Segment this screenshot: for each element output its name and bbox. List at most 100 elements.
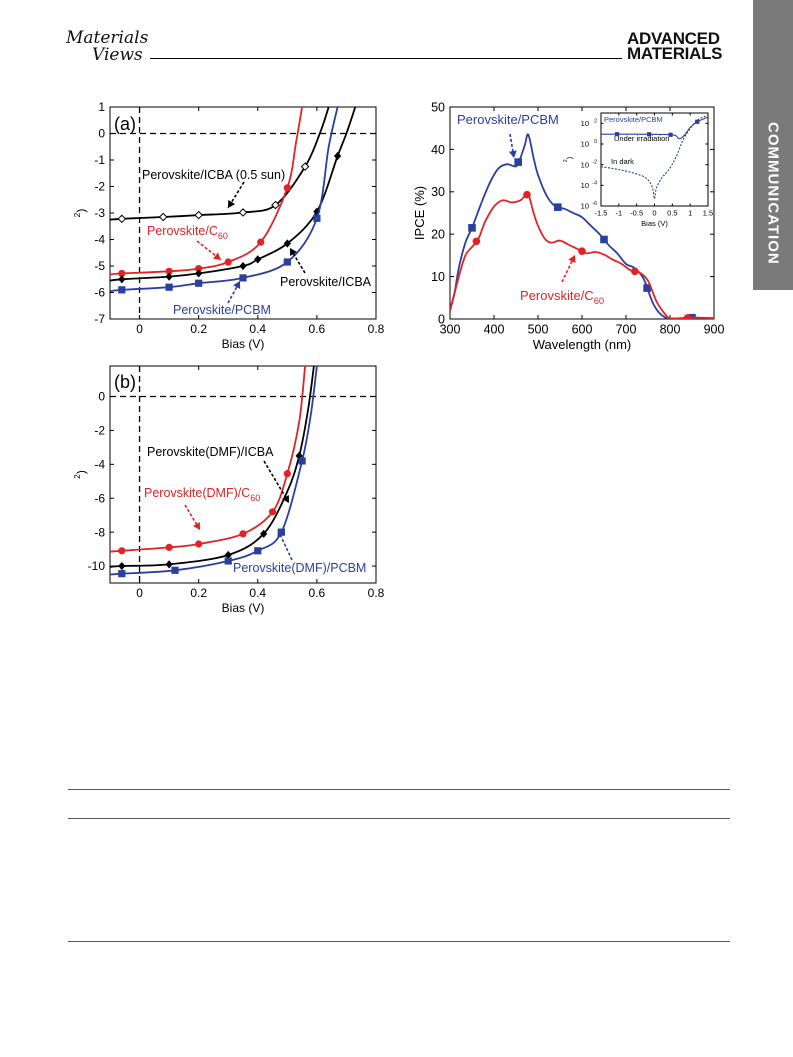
y-axis-label-end: )	[74, 470, 88, 474]
data-point	[171, 566, 179, 574]
x-tick-label: 0.4	[249, 322, 266, 336]
data-point	[195, 265, 203, 273]
data-point	[117, 214, 127, 224]
data-point	[600, 235, 608, 244]
x-tick-label: 500	[528, 323, 549, 337]
arrow-dmf-pcbm-head	[277, 530, 285, 539]
x-tick-label: 0.8	[368, 586, 385, 600]
plot-frame	[109, 365, 377, 584]
header-rule	[150, 58, 622, 59]
series-group	[601, 114, 708, 200]
y-axis-label-sup: 2	[72, 474, 82, 479]
data-point	[283, 258, 291, 266]
y-tick-exponent: 0	[594, 139, 597, 145]
data-point	[158, 212, 168, 222]
y-axis-label: 2)	[72, 470, 88, 479]
label-ipce-c60-subscript: 60	[594, 296, 604, 306]
y-tick-label: 30	[431, 185, 445, 199]
data-point	[195, 540, 203, 548]
data-point	[165, 283, 173, 291]
label-ipce-c60: Perovskite/C60	[520, 288, 604, 306]
logo-right-line-2: MATERIALS	[627, 44, 723, 63]
y-tick-label: -3	[94, 206, 105, 220]
x-tick-label: 700	[616, 323, 637, 337]
arrow-icba-half-sun-head	[228, 199, 236, 208]
data-point	[277, 528, 286, 536]
table-rule-top	[68, 789, 730, 790]
x-axis-label: Bias (V)	[222, 601, 265, 615]
data-point	[165, 560, 173, 569]
data-point	[254, 547, 262, 555]
y-tick-label: -6	[94, 491, 105, 505]
x-tick-label: 0.6	[309, 586, 326, 600]
y-tick-exponent: -6	[592, 201, 597, 207]
data-point	[165, 272, 173, 281]
x-tick-label: 1.5	[703, 209, 713, 218]
y-tick-label: 0	[98, 127, 105, 141]
y-tick-label: 10	[581, 119, 589, 128]
y-tick-label: 10	[581, 202, 589, 211]
data-point	[195, 269, 203, 278]
label-dmf-c60-main: Perovskite(DMF)/C	[144, 486, 250, 500]
data-point	[118, 269, 126, 278]
y-tick-exponent: -2	[592, 160, 597, 166]
section-tab-label: COMMUNICATION	[764, 121, 782, 265]
logo-right-line-1: ADVANCED	[627, 29, 720, 48]
y-tick-label: 50	[431, 100, 445, 114]
x-tick-label: 900	[704, 323, 725, 337]
x-tick-label: 400	[484, 323, 505, 337]
y-axis-label: 2)	[563, 156, 574, 162]
y-tick-label: 0	[438, 312, 445, 326]
x-axis-label: Bias (V)	[222, 337, 265, 351]
data-point	[283, 239, 291, 248]
x-tick-label: 0.2	[190, 322, 207, 336]
y-tick-label: -5	[94, 259, 105, 273]
y-tick-label: 10	[431, 270, 445, 284]
x-tick-label: 300	[440, 323, 461, 337]
x-tick-label: -1	[615, 209, 622, 218]
label-c60-subscript: 60	[218, 231, 228, 241]
plot-frame	[600, 112, 709, 207]
y-axis-label: 2)	[72, 209, 88, 218]
y-tick-label: 1	[98, 100, 105, 114]
y-tick-label: -2	[94, 424, 105, 438]
y-tick-label: -6	[94, 286, 105, 300]
data-point	[468, 224, 476, 232]
panel-label: (b)	[114, 372, 136, 392]
label-ipce-pcbm: Perovskite/PCBM	[457, 112, 559, 127]
data-point	[514, 158, 522, 166]
arrow-icba-head	[290, 248, 298, 257]
data-point	[118, 561, 126, 571]
label-dmf-pcbm: Perovskite(DMF)/PCBM	[233, 561, 366, 575]
x-tick-label: 1	[688, 209, 692, 218]
series-group	[110, 107, 357, 294]
y-tick-exponent: 2	[594, 118, 597, 124]
x-tick-label: -1.5	[595, 209, 608, 218]
data-point	[239, 274, 247, 282]
data-point	[238, 208, 248, 217]
label-c60-main: Perovskite/C	[147, 224, 218, 238]
y-tick-label: -4	[94, 233, 105, 247]
x-tick-label: 800	[660, 323, 681, 337]
data-point	[647, 132, 652, 137]
y-tick-label: -1	[94, 153, 105, 167]
x-tick-label: 0.6	[309, 322, 326, 336]
data-point	[268, 508, 277, 516]
arrow-dmf-icba-shaft	[263, 460, 290, 504]
data-point	[295, 451, 303, 460]
label-dmf-c60: Perovskite(DMF)/C60	[144, 486, 260, 503]
label-icba-half-sun: Perovskite/ICBA (0.5 sun)	[142, 168, 285, 182]
y-axis-label: IPCE (%)	[412, 186, 427, 240]
data-point	[257, 238, 265, 246]
y-tick-label: -7	[94, 312, 105, 326]
label-pcbm: Perovskite/PCBM	[173, 303, 271, 317]
y-axis-label-end: )	[74, 209, 88, 213]
data-point	[118, 286, 126, 294]
data-point	[695, 119, 700, 124]
section-tab: COMMUNICATION	[753, 0, 793, 290]
x-tick-label: 0	[136, 586, 143, 600]
data-point	[118, 275, 126, 284]
x-tick-label: 0.2	[190, 586, 207, 600]
